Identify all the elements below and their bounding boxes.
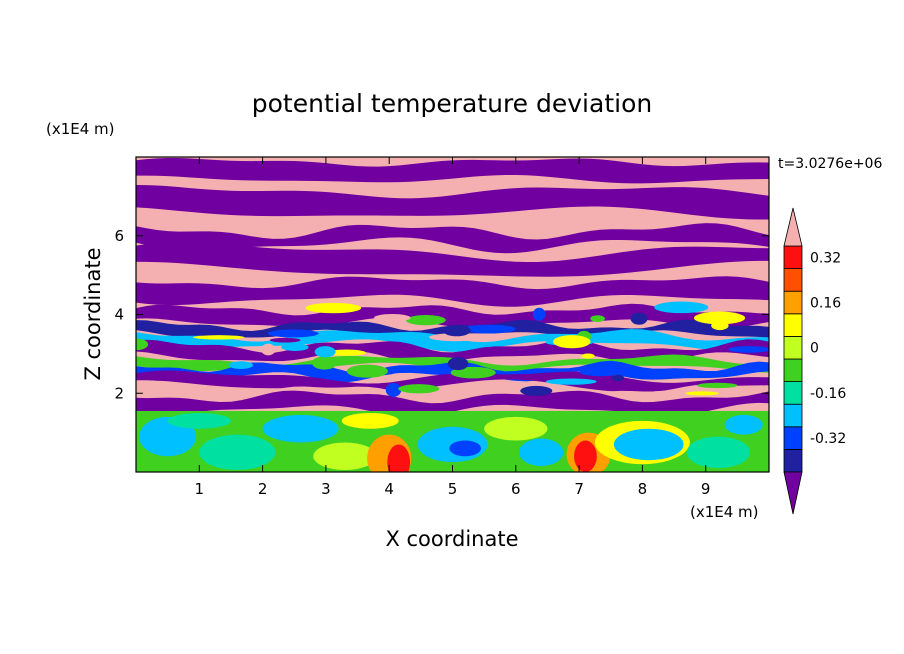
x-tick-label: 4 (384, 480, 394, 498)
colorbar-tick-label: 0.16 (810, 296, 841, 312)
contour-blob (697, 382, 738, 389)
plot-area (136, 157, 769, 472)
contour-blob (611, 374, 625, 382)
contour-blob (449, 440, 481, 457)
contour-blob (724, 414, 763, 435)
x-tick-label: 8 (638, 480, 648, 498)
contour-blob (654, 301, 709, 314)
colorbar-box (783, 358, 803, 383)
colorbar-box (783, 313, 803, 337)
x-tick-label: 6 (511, 480, 521, 498)
y-tick-label: 6 (114, 227, 124, 245)
contour-blob (728, 346, 769, 353)
contour-blob (693, 311, 746, 325)
contour-blob (462, 324, 516, 334)
colorbar-box (783, 290, 803, 315)
contour-blob (193, 335, 245, 340)
contour-blob (590, 315, 605, 323)
contour-blob (228, 361, 254, 369)
contour-blob (167, 412, 231, 429)
x-tick-label: 9 (701, 480, 711, 498)
contour-blob (447, 357, 469, 371)
contour-blob (341, 412, 399, 429)
contour-blob (553, 335, 591, 349)
y-tick-label: 4 (114, 306, 124, 324)
contour-blob (314, 346, 336, 358)
contour-blob (327, 349, 367, 356)
contour-blob (405, 314, 446, 326)
y-unit-label: (x1E4 m) (46, 120, 115, 138)
colorbar: 0.32 0.16 0 -0.16 -0.32 (783, 207, 846, 515)
colorbar-box (783, 245, 803, 270)
contour-blob (613, 428, 684, 461)
contour-blob (520, 385, 553, 396)
contour-blob (484, 416, 548, 441)
x-tick-label: 5 (448, 480, 458, 498)
colorbar-box (783, 335, 803, 360)
x-tick-label: 7 (574, 480, 584, 498)
contour-blob (581, 353, 595, 359)
colorbar-tick-label: 0 (810, 341, 819, 357)
contour-band (136, 242, 769, 277)
y-axis-label: Z coordinate (81, 247, 105, 380)
colorbar-box (783, 381, 803, 405)
colorbar-box (783, 268, 803, 292)
contour-band (136, 157, 769, 184)
contour-blob (428, 333, 483, 342)
time-label: t=3.0276e+06 (778, 156, 882, 172)
contour-blob (281, 343, 309, 351)
x-axis-label: X coordinate (385, 527, 518, 551)
contour-blob (346, 364, 388, 378)
contour-blob (387, 444, 411, 472)
contour-blob (313, 442, 377, 471)
contour-blob (518, 438, 564, 467)
contour-blob (305, 302, 362, 314)
contour-band (136, 339, 769, 365)
contour-blob (450, 366, 496, 379)
contour-blob (269, 337, 301, 343)
x-axis: 1 2 3 4 5 6 7 8 9 (195, 157, 711, 498)
colorbar-tick-label: 0.32 (810, 250, 841, 266)
colorbar-tick-label: -0.32 (810, 431, 846, 447)
contour-blob (685, 391, 719, 396)
x-tick-label: 3 (321, 480, 331, 498)
y-axis: 2 4 6 (114, 227, 769, 402)
contour-blob (574, 440, 597, 472)
contour-blob (262, 414, 339, 443)
x-unit-label: (x1E4 m) (690, 503, 759, 521)
x-tick-label: 1 (195, 480, 205, 498)
contour-blob (545, 378, 597, 385)
colorbar-box (783, 448, 803, 473)
contour-blob (261, 343, 276, 356)
colorbar-tick-label: -0.16 (810, 386, 846, 402)
x-tick-label: 2 (258, 480, 268, 498)
contour-blob (199, 434, 276, 471)
colorbar-max-triangle (783, 207, 803, 247)
colorbar-min-triangle (783, 471, 803, 515)
contour-blob (686, 436, 751, 469)
colorbar-box (783, 403, 803, 428)
contour-bands (136, 157, 769, 472)
contour-blob (532, 307, 546, 321)
contour-blob (442, 324, 471, 337)
colorbar-box (783, 426, 803, 450)
contour-blob (311, 356, 337, 370)
contour-blob (136, 338, 149, 351)
chart-title: potential temperature deviation (252, 89, 652, 118)
contour-blob (373, 313, 411, 322)
y-tick-label: 2 (114, 384, 124, 402)
contour-band (136, 223, 769, 254)
contour-band (136, 276, 769, 307)
contour-band (136, 390, 769, 418)
contour-blob (630, 312, 648, 325)
contour-blob (579, 367, 624, 377)
contour-blob (385, 382, 402, 397)
contour-band (136, 184, 769, 220)
contour-blob (267, 329, 319, 338)
contour-blob (398, 384, 440, 394)
